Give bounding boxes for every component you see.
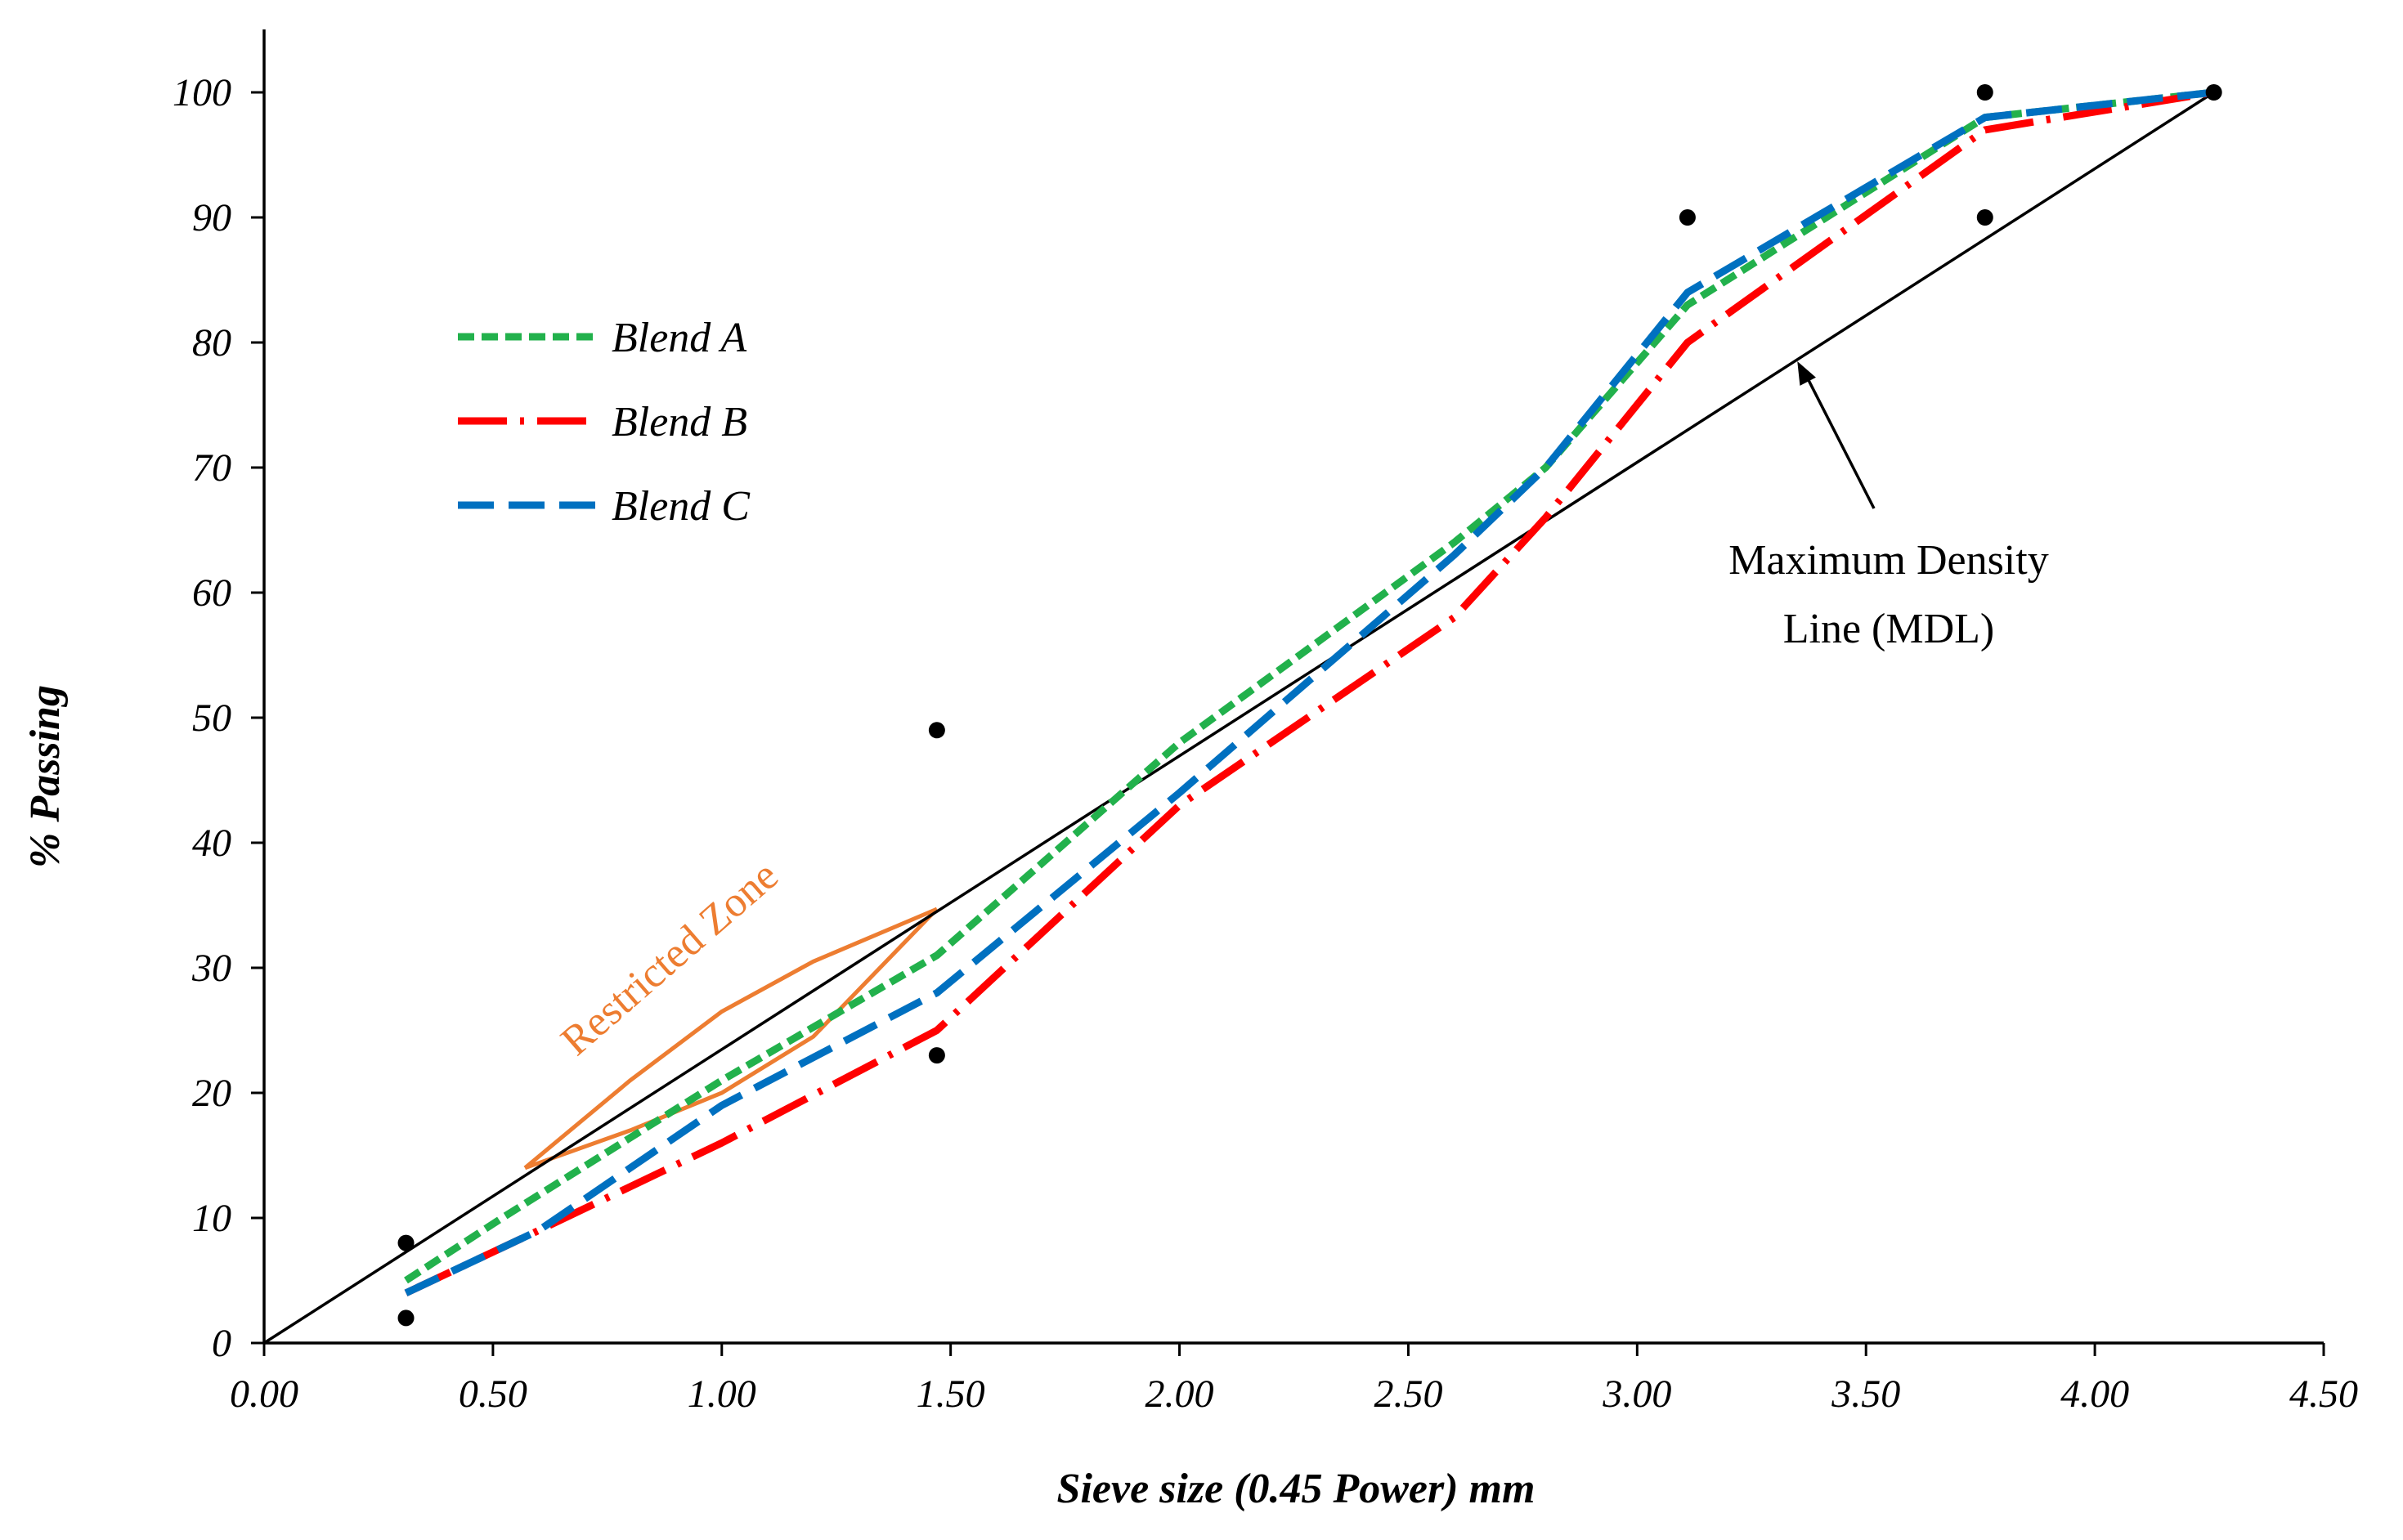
series-line-blend-a	[404, 88, 2215, 1284]
legend-label-blend-b: Blend B	[612, 399, 747, 445]
mdl-annotation-line1: Maximum Density	[1728, 537, 2048, 584]
legend-label-blend-a: Blend A	[612, 315, 746, 361]
x-tick-label-1.00: 1.00	[688, 1372, 756, 1416]
legend: Blend A Blend B Blend C	[458, 315, 751, 530]
restricted-zone-upper-curve	[523, 907, 938, 1170]
y-tick-label-50: 50	[192, 696, 231, 740]
plot-lines	[263, 84, 2222, 1345]
mdl-annotation: Maximum Density Line (MDL)	[1728, 537, 2048, 652]
control-point-7	[2205, 84, 2222, 101]
y-tick-label-90: 90	[192, 196, 231, 240]
y-tick-label-40: 40	[192, 821, 231, 865]
restricted-zone-label: Restricted Zone	[553, 853, 787, 1065]
x-tick-label-0.50: 0.50	[459, 1372, 527, 1416]
x-axis-title: Sieve size (0.45 Power) mm	[1057, 1466, 1535, 1512]
restricted-zone-lower-curve	[524, 907, 939, 1171]
x-tick-label-2.00: 2.00	[1145, 1372, 1214, 1416]
mdl-annotation-arrow-head	[1797, 360, 1816, 386]
maximum-density-line	[263, 91, 2215, 1345]
control-point-0	[397, 1309, 415, 1327]
mdl-annotation-arrow-shaft	[1800, 367, 1876, 509]
y-tick-label-0: 0	[212, 1322, 231, 1365]
mdl-annotation-line2: Line (MDL)	[1783, 606, 1994, 652]
x-tick-label-4.00: 4.00	[2060, 1372, 2129, 1416]
y-tick-label-60: 60	[192, 571, 231, 615]
y-tick-label-80: 80	[192, 321, 231, 365]
control-point-3	[928, 722, 945, 739]
control-point-6	[1976, 84, 1993, 101]
y-tick-label-30: 30	[191, 947, 231, 990]
series-line-blend-c	[404, 88, 2215, 1296]
control-point-4	[1679, 209, 1696, 226]
legend-label-blend-c: Blend C	[612, 483, 751, 530]
series-line-blend-b	[404, 88, 2215, 1296]
x-tick-label-3.00: 3.00	[1602, 1372, 1671, 1416]
x-tick-label-3.50: 3.50	[1831, 1372, 1900, 1416]
y-tick-label-20: 20	[192, 1072, 231, 1115]
x-tick-label-1.50: 1.50	[917, 1372, 985, 1416]
x-tick-label-0.00: 0.00	[230, 1372, 298, 1416]
x-tick-label-4.50: 4.50	[2289, 1372, 2358, 1416]
y-tick-label-100: 100	[173, 71, 231, 114]
control-point-1	[397, 1234, 415, 1251]
y-tick-label-10: 10	[192, 1197, 231, 1240]
y-tick-label-70: 70	[192, 446, 231, 490]
axes: 0 10 20 30 40 50 60 70 80 90 100 0.00 0.50 1.00 1.50 2.…	[173, 29, 2358, 1416]
y-axis-title: % Passing	[22, 685, 69, 868]
x-tick-label-2.50: 2.50	[1374, 1372, 1442, 1416]
control-point-2	[928, 1047, 945, 1064]
control-point-5	[1976, 209, 1993, 226]
